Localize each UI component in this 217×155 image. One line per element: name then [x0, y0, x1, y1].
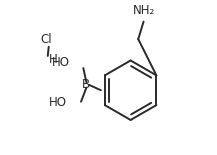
Text: H: H: [49, 53, 58, 66]
Text: HO: HO: [49, 96, 67, 109]
Text: HO: HO: [52, 56, 70, 69]
Text: Cl: Cl: [41, 33, 52, 46]
Text: B: B: [82, 78, 90, 91]
Text: NH₂: NH₂: [132, 4, 155, 17]
